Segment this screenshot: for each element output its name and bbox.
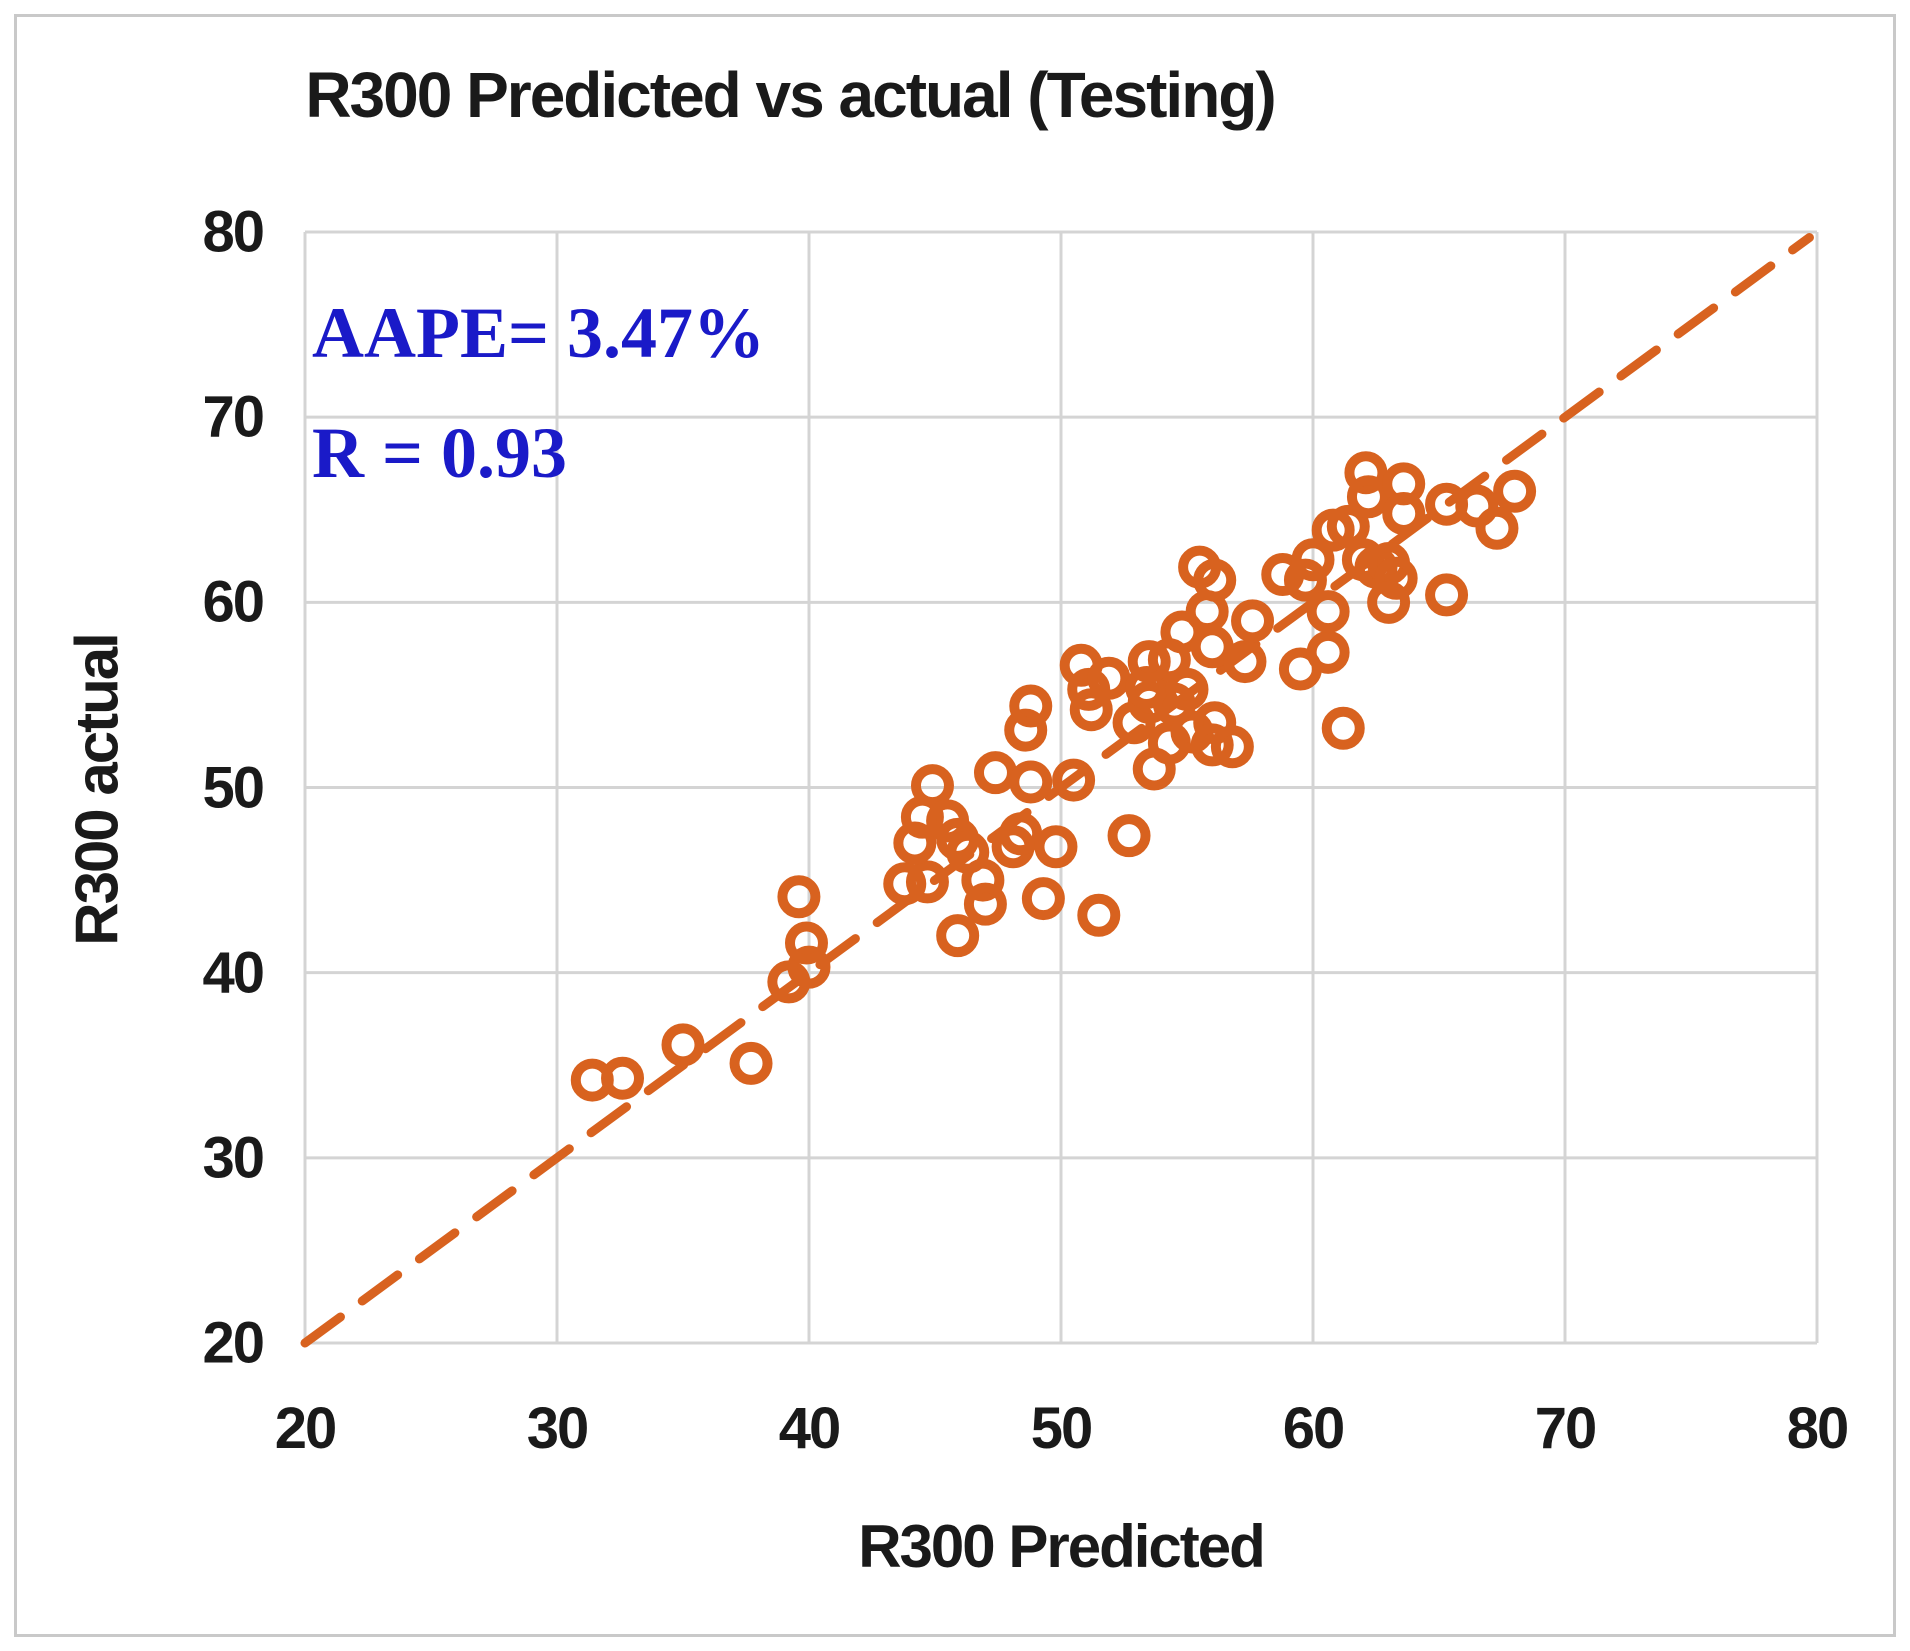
scatter-point	[1321, 706, 1365, 750]
scatter-point	[1127, 640, 1171, 684]
scatter-point	[1165, 667, 1209, 711]
scatter-point	[1077, 893, 1121, 937]
annotation-aape: AAPE= 3.47%	[312, 293, 766, 373]
scatter-point	[1344, 451, 1388, 495]
scatter-point	[1425, 573, 1469, 617]
scatter-point	[1087, 656, 1131, 700]
y-axis-title: R300 actual	[63, 634, 131, 946]
scatter-point	[1367, 580, 1411, 624]
y-tick-label: 70	[202, 384, 264, 450]
scatter-point	[1291, 538, 1335, 582]
scatter-point	[1190, 625, 1234, 669]
scatter-point	[1009, 684, 1053, 728]
x-tick-label: 40	[778, 1396, 841, 1461]
scatter-point	[1374, 556, 1418, 600]
y-tick-label: 60	[202, 569, 264, 635]
scatter-point	[601, 1056, 645, 1100]
x-axis-title: R300 Predicted	[858, 1513, 1266, 1580]
scatter-point	[661, 1023, 705, 1067]
scatter-point	[1193, 558, 1237, 602]
scatter-point	[1004, 708, 1048, 752]
scatter-point	[1009, 760, 1053, 804]
y-tick-label: 30	[202, 1125, 264, 1191]
scatter-point	[883, 862, 927, 906]
scatter-point	[1223, 640, 1267, 684]
x-tick-label: 80	[1786, 1396, 1849, 1461]
scatter-point	[936, 914, 980, 958]
scatter-point	[784, 921, 828, 965]
scatter-point	[963, 882, 1007, 926]
scatter-point	[1021, 877, 1065, 921]
scatter-point	[1107, 814, 1151, 858]
y-tick-label: 80	[202, 199, 264, 265]
y-tick-label: 20	[202, 1310, 264, 1376]
data-points	[570, 451, 1537, 1102]
x-tick-label: 30	[526, 1396, 589, 1461]
scatter-point	[1306, 630, 1350, 674]
scatter-point	[905, 860, 949, 904]
chart-title: R300 Predicted vs actual (Testing)	[305, 59, 1276, 131]
scatter-point	[1231, 599, 1275, 643]
scatter-point	[1283, 558, 1327, 602]
scatter-point	[1190, 723, 1234, 767]
scatter-point	[1475, 506, 1519, 550]
x-tick-label: 50	[1030, 1396, 1093, 1461]
scatter-point	[787, 945, 831, 989]
y-tick-label: 50	[202, 755, 264, 820]
scatter-point	[1493, 469, 1537, 513]
scatter-point	[961, 858, 1005, 902]
scatter-point	[1306, 590, 1350, 634]
figure-border	[14, 14, 1896, 1637]
scatter-point	[777, 875, 821, 919]
scatter-point	[910, 764, 954, 808]
scatter-point	[1382, 491, 1426, 535]
scatter-point	[1210, 725, 1254, 769]
scatter-point	[1052, 758, 1096, 802]
scatter-point	[999, 812, 1043, 856]
y-tick-label: 40	[202, 940, 264, 1006]
scatter-point	[1326, 504, 1370, 548]
scatter-point	[1346, 475, 1390, 519]
x-tick-label: 60	[1282, 1396, 1345, 1461]
scatter-point	[973, 751, 1017, 795]
scatter-point	[1147, 638, 1191, 682]
annotation-r: R = 0.93	[312, 413, 568, 493]
x-tick-label: 20	[274, 1396, 337, 1461]
x-tick-label: 70	[1534, 1396, 1597, 1461]
scatter-point	[729, 1041, 773, 1085]
scatter-point	[1069, 688, 1113, 732]
scatter-point	[1034, 825, 1078, 869]
